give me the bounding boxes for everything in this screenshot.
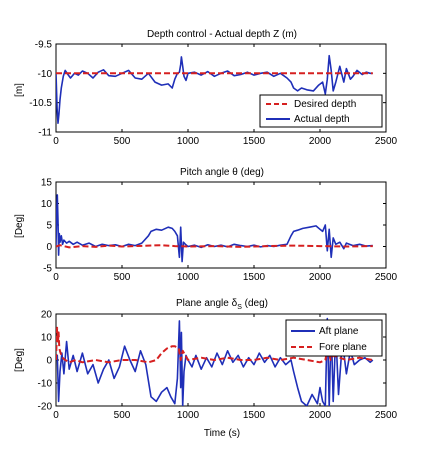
plane-chart-title-subscript: S bbox=[237, 304, 242, 311]
depth-xtick-label: 1000 bbox=[177, 136, 200, 147]
depth-legend-label-desired: Desired depth bbox=[294, 99, 356, 110]
plane-chart: Plane angle δS (deg) [Deg] 0 500 1000 1500 2… bbox=[14, 298, 398, 439]
plane-ytick-label: -10 bbox=[38, 379, 53, 390]
pitch-chart-ylabel: [Deg] bbox=[14, 214, 25, 238]
depth-xtick-label: 500 bbox=[114, 136, 131, 147]
depth-xtick-label: 2000 bbox=[309, 136, 332, 147]
depth-chart-legend: Desired depth Actual depth bbox=[259, 94, 383, 128]
plane-chart-title-suffix: (deg) bbox=[242, 298, 268, 309]
pitch-ytick-label: 10 bbox=[41, 199, 53, 210]
plane-xtick-label: 500 bbox=[114, 410, 131, 421]
plane-legend-label-aft: Aft plane bbox=[319, 326, 359, 337]
depth-chart-series bbox=[56, 54, 373, 124]
depth-ytick-label: -10.5 bbox=[29, 98, 52, 109]
plane-chart-title: Plane angle δS (deg) bbox=[176, 298, 268, 311]
plane-ytick-label: 0 bbox=[46, 356, 52, 367]
plane-legend-box bbox=[285, 319, 383, 357]
pitch-ytick-label: -5 bbox=[43, 264, 52, 275]
pitch-series-pitch-angle-line bbox=[56, 194, 373, 263]
pitch-xtick-label: 2000 bbox=[309, 272, 332, 283]
depth-series-actual-depth-line bbox=[56, 54, 373, 124]
depth-xtick-label: 1500 bbox=[243, 136, 266, 147]
depth-chart-ticks: 0 500 1000 1500 2000 2500 -9.5 -10 -10.5 -11 bbox=[29, 40, 397, 148]
plane-chart-legend: Aft plane Fore plane bbox=[285, 319, 383, 357]
pitch-ytick-label: 0 bbox=[46, 242, 52, 253]
depth-chart: Depth control - Actual depth Z (m) [m] 0… bbox=[14, 29, 398, 147]
plane-ytick-label: -20 bbox=[38, 402, 53, 413]
pitch-xtick-label: 1000 bbox=[177, 272, 200, 283]
pitch-xtick-label: 1500 bbox=[243, 272, 266, 283]
depth-ytick-label: -9.5 bbox=[35, 40, 53, 51]
plane-legend-label-fore: Fore plane bbox=[319, 342, 367, 353]
plane-ytick-label: 20 bbox=[41, 310, 53, 321]
depth-ytick-label: -10 bbox=[38, 69, 53, 80]
plane-xtick-label: 1000 bbox=[177, 410, 200, 421]
depth-legend-box bbox=[259, 94, 383, 128]
pitch-xtick-label: 500 bbox=[114, 272, 131, 283]
plane-chart-ticks: 0 500 1000 1500 2000 2500 20 10 0 -10 -20 bbox=[38, 310, 398, 422]
plane-xtick-label: 2500 bbox=[375, 410, 398, 421]
plane-chart-title-prefix: Plane angle bbox=[176, 298, 232, 309]
depth-ytick-label: -11 bbox=[38, 128, 52, 139]
pitch-xtick-label: 0 bbox=[53, 272, 59, 283]
pitch-chart-plot-area bbox=[55, 181, 387, 269]
plane-ytick-label: 10 bbox=[41, 333, 53, 344]
pitch-ytick-label: 5 bbox=[46, 221, 52, 232]
pitch-chart: Pitch angle θ (deg) [Deg] 0 500 1000 1500 20… bbox=[14, 167, 398, 283]
depth-chart-title: Depth control - Actual depth Z (m) bbox=[147, 29, 297, 40]
pitch-ytick-label: 15 bbox=[41, 178, 53, 189]
depth-chart-ylabel: [m] bbox=[14, 83, 25, 97]
plane-chart-title-symbol: δ bbox=[232, 298, 238, 309]
depth-xtick-label: 0 bbox=[53, 136, 59, 147]
depth-xtick-label: 2500 bbox=[375, 136, 398, 147]
pitch-chart-title: Pitch angle θ (deg) bbox=[180, 167, 264, 178]
plane-xtick-label: 0 bbox=[53, 410, 59, 421]
pitch-series-reference-pitch-line bbox=[56, 244, 373, 249]
plane-xtick-label: 2000 bbox=[309, 410, 332, 421]
x-axis-label: Time (s) bbox=[204, 428, 240, 439]
plane-xtick-label: 1500 bbox=[243, 410, 266, 421]
pitch-chart-series bbox=[56, 194, 373, 263]
depth-legend-label-actual: Actual depth bbox=[294, 114, 350, 125]
pitch-xtick-label: 2500 bbox=[375, 272, 398, 283]
plane-chart-ylabel: [Deg] bbox=[14, 348, 25, 372]
plane-series-fore-plane-line bbox=[56, 326, 373, 364]
